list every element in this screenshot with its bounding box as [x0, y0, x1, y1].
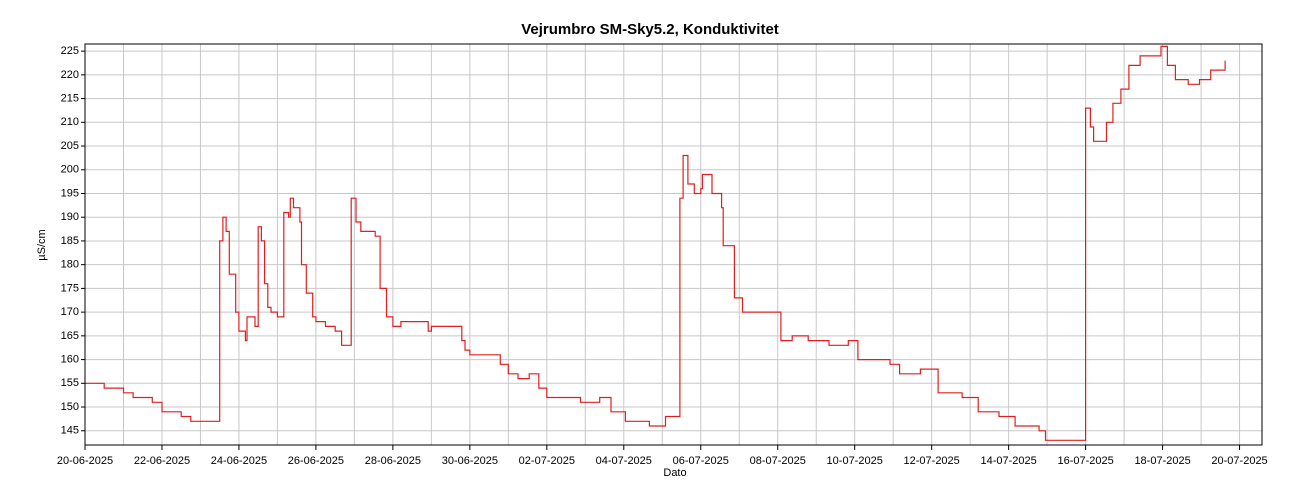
y-tick-label: 190 — [61, 211, 79, 223]
y-tick-label: 165 — [61, 330, 79, 342]
x-tick-label: 18-07-2025 — [1134, 455, 1190, 467]
y-tick-label: 210 — [61, 116, 79, 128]
y-tick-label: 180 — [61, 259, 79, 271]
y-tick-label: 155 — [61, 377, 79, 389]
y-tick-label: 175 — [61, 282, 79, 294]
x-tick-label: 30-06-2025 — [442, 455, 498, 467]
plot-frame — [84, 43, 1263, 446]
y-axis-label: µS/cm — [36, 229, 48, 260]
y-tick-label: 145 — [61, 425, 79, 437]
y-tick-label: 170 — [61, 306, 79, 318]
y-tick-label: 205 — [61, 140, 79, 152]
y-tick-label: 225 — [61, 45, 79, 57]
y-tick-label: 185 — [61, 235, 79, 247]
x-axis-label: Dato — [663, 467, 686, 479]
x-tick-label: 02-07-2025 — [519, 455, 575, 467]
y-tick-label: 200 — [61, 164, 79, 176]
x-tick-label: 08-07-2025 — [750, 455, 806, 467]
plot — [85, 45, 1226, 441]
x-tick-label: 12-07-2025 — [904, 455, 960, 467]
x-tick-label: 20-07-2025 — [1211, 455, 1267, 467]
x-tick-label: 16-07-2025 — [1057, 455, 1113, 467]
x-tick-label: 04-07-2025 — [596, 455, 652, 467]
x-tick-label: 14-07-2025 — [980, 455, 1036, 467]
y-tick-label: 160 — [61, 353, 79, 365]
x-tick-label: 20-06-2025 — [57, 455, 113, 467]
y-tick-label: 215 — [61, 92, 79, 104]
y-tick-label: 195 — [61, 187, 79, 199]
y-tick-label: 150 — [61, 401, 79, 413]
x-tick-label: 26-06-2025 — [288, 455, 344, 467]
grid — [84, 44, 1262, 445]
x-tick-label: 06-07-2025 — [673, 455, 729, 467]
x-tick-label: 28-06-2025 — [365, 455, 421, 467]
x-tick-label: 24-06-2025 — [211, 455, 267, 467]
x-tick-label: 22-06-2025 — [134, 455, 190, 467]
data-line — [85, 45, 1226, 441]
chart-title: Vejrumbro SM-Sky5.2, Konduktivitet — [521, 21, 779, 38]
y-tick-label: 220 — [61, 69, 79, 81]
x-tick-label: 10-07-2025 — [827, 455, 883, 467]
